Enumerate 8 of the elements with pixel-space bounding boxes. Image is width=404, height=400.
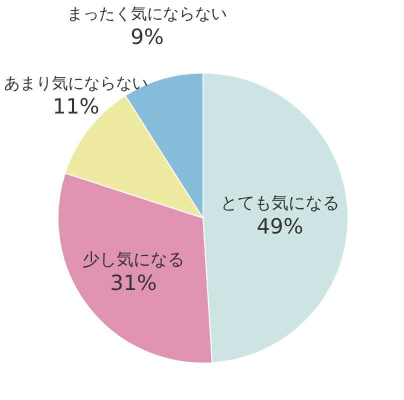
slice-label: まったく気にならない [67,4,228,23]
slice-label: 少し気になる [82,250,184,270]
data-label: 31% [110,270,157,295]
slice-label: とても気になる [220,194,340,214]
data-label: 9% [130,24,164,49]
data-label: 49% [256,214,304,239]
data-label: 11% [52,94,100,118]
slice-label: あまり気にならない [4,73,148,92]
